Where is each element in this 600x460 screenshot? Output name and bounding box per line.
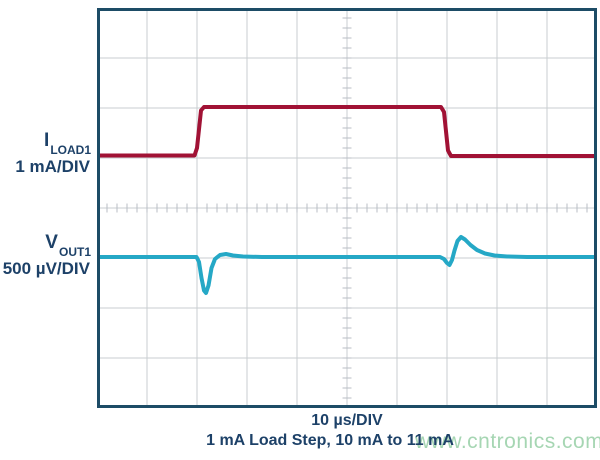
trace-vout1 bbox=[97, 235, 597, 295]
load-step-caption: 1 mA Load Step, 10 mA to 11 mA bbox=[206, 432, 454, 449]
iload1-signal-name: ILOAD1 bbox=[44, 130, 91, 157]
vout1-scale: 500 µV/DIV bbox=[2, 258, 90, 278]
watermark: www.cntronics.com bbox=[415, 430, 600, 453]
timebase-caption: 10 µs/DIV bbox=[311, 412, 383, 429]
trace-iload1 bbox=[97, 105, 597, 158]
trace-label-vout1: VOUT1 500 µV/DIV bbox=[0, 232, 91, 278]
plot-border bbox=[97, 8, 597, 408]
iload1-scale: 1 mA/DIV bbox=[15, 156, 90, 176]
trace-label-iload1: ILOAD1 1 mA/DIV bbox=[0, 130, 91, 176]
scope-plot bbox=[97, 8, 597, 408]
vout1-signal-name: VOUT1 bbox=[45, 232, 91, 259]
